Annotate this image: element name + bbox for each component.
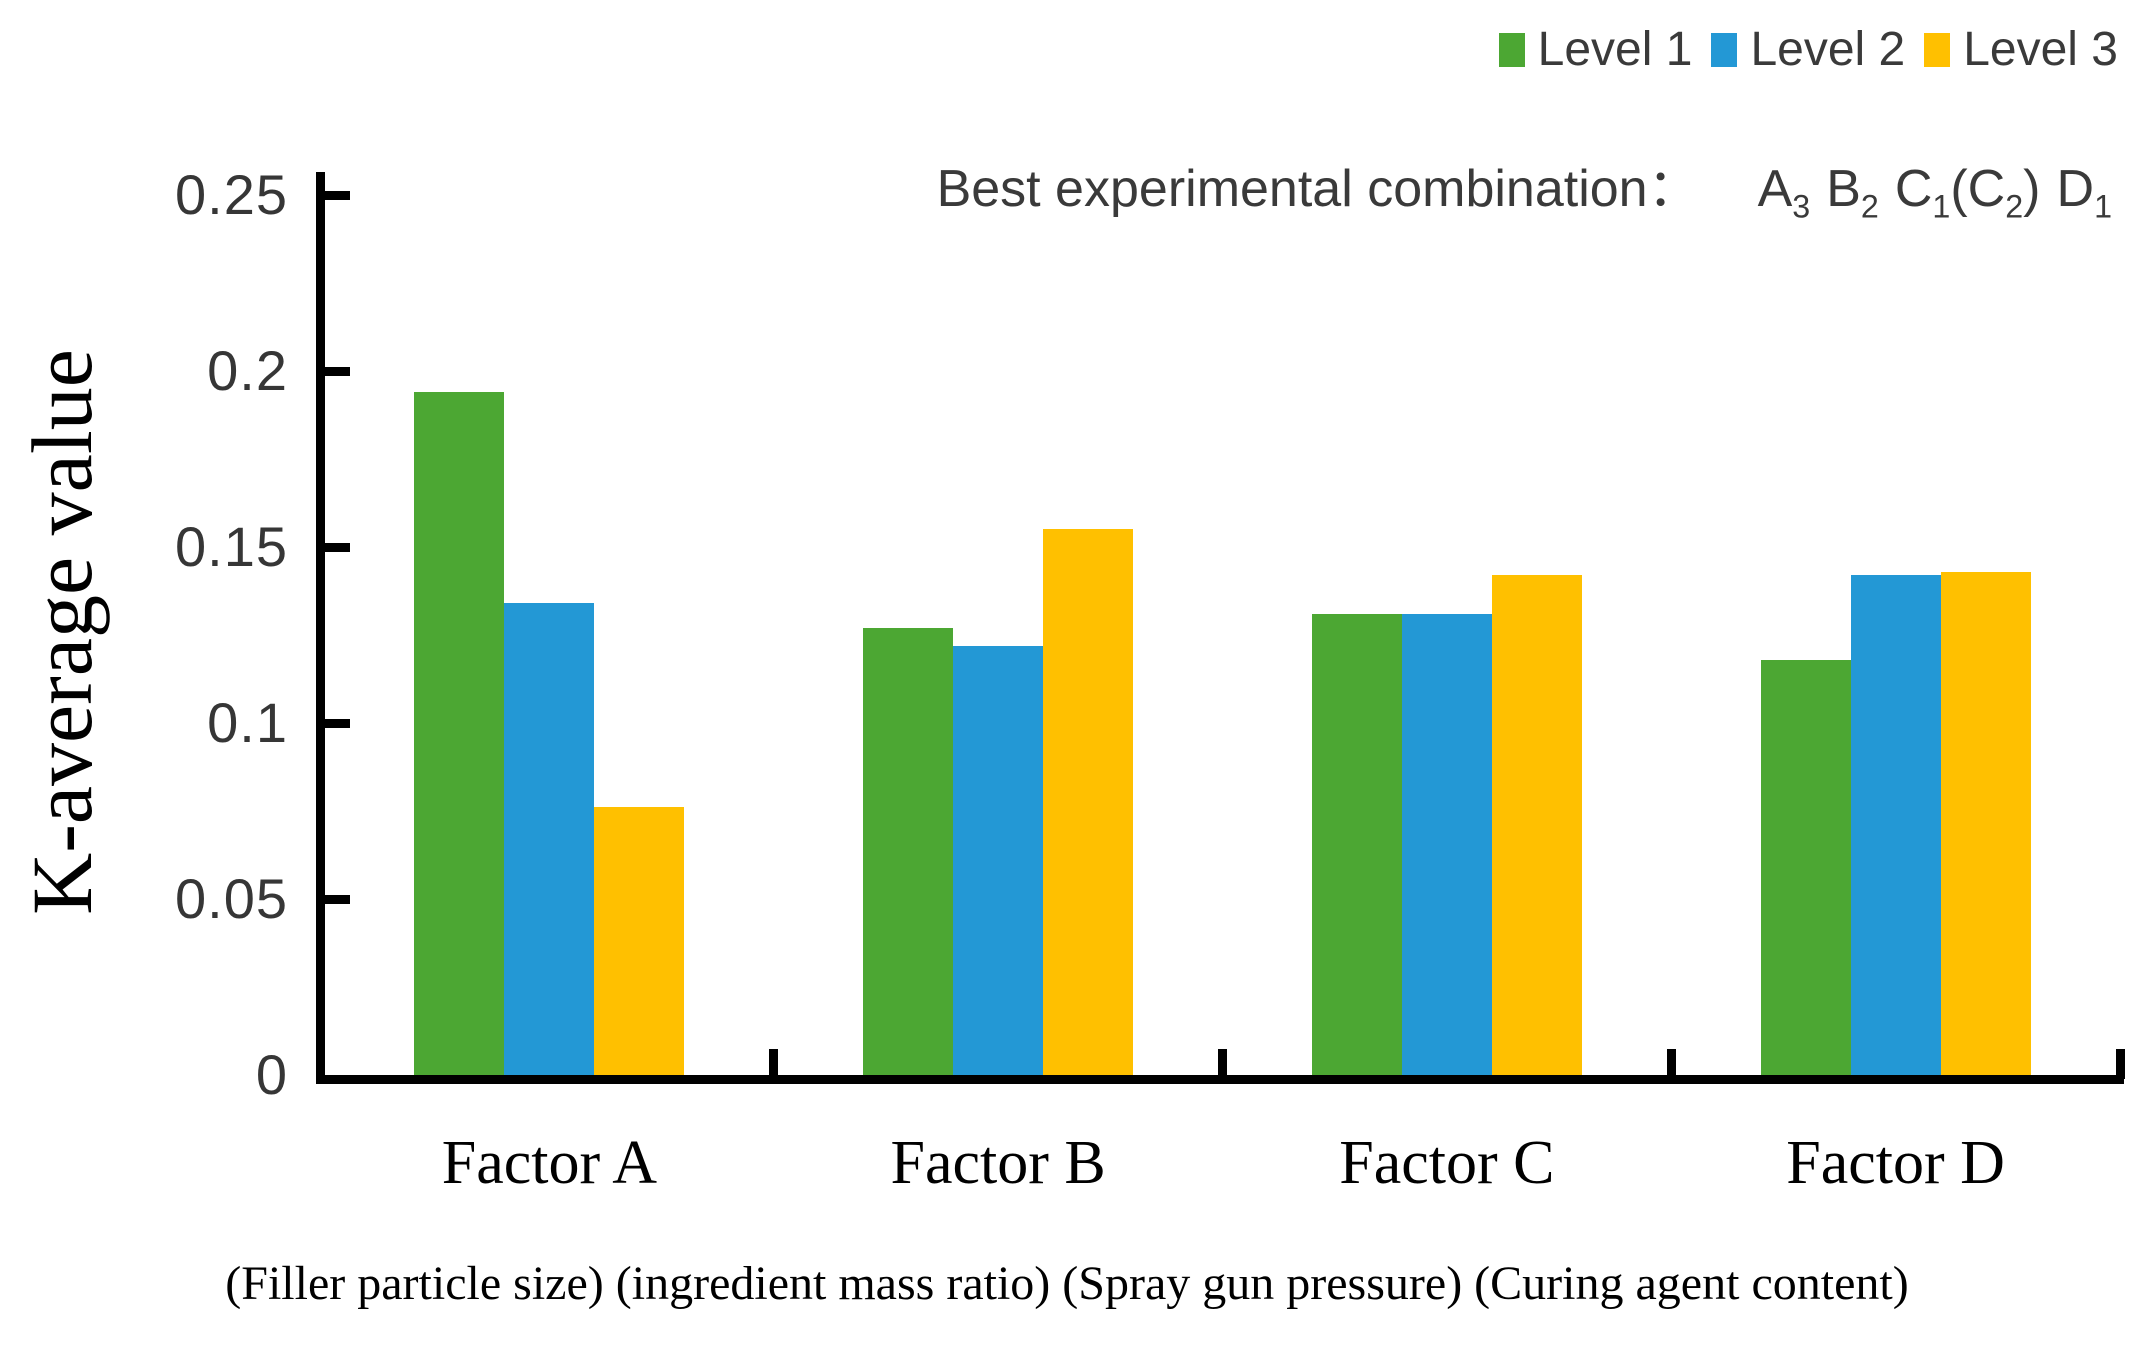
y-tick-mark-0.1 <box>316 718 350 728</box>
combo-token-c: C1 <box>1894 160 1951 225</box>
level-2-swatch-icon <box>1711 32 1738 67</box>
x-tick-mark <box>1218 1049 1227 1079</box>
bar-factor-c-level-2 <box>1401 613 1492 1075</box>
axis-caption: (Filler particle size) (ingredient mass … <box>225 1257 1909 1310</box>
y-tick-mark-0.05 <box>316 894 350 904</box>
plot-area <box>325 195 2120 1075</box>
x-axis-line <box>316 1075 2124 1084</box>
combo-token-d: D1 <box>2056 160 2113 225</box>
bar-factor-c-level-1 <box>1311 613 1402 1075</box>
legend: Level 1 Level 2 Level 3 <box>1498 22 2118 77</box>
best-combination-annotation: Best experimental combination： A3 B2 C1(C2)… <box>937 146 2112 225</box>
x-category-label-factor-b: Factor B <box>890 1129 1106 1197</box>
x-tick-mark <box>2115 1049 2125 1079</box>
combo-token-c2: (C2) <box>1950 160 2041 225</box>
y-tick-mark-0.15 <box>316 542 350 552</box>
x-tick-mark <box>1666 1049 1676 1079</box>
y-tick-label-0.25: 0.25 <box>175 163 288 226</box>
level-3-swatch-icon <box>1924 32 1951 67</box>
y-tick-mark-0.25 <box>316 190 350 200</box>
legend-label: Level 2 <box>1750 23 1906 76</box>
combo-token-b: B2 <box>1826 160 1879 225</box>
legend-item-level-1: Level 1 <box>1498 22 1693 77</box>
y-tick-label-0.1: 0.1 <box>207 691 288 754</box>
bar-factor-d-level-2 <box>1850 575 1941 1075</box>
y-axis-title: K-average value <box>14 349 110 915</box>
legend-label: Level 3 <box>1963 23 2118 76</box>
legend-item-level-2: Level 2 <box>1711 22 1905 77</box>
x-tick-mark <box>769 1049 779 1079</box>
combo-token-a: A3 <box>1757 160 1811 225</box>
legend-item-level-3: Level 3 <box>1924 22 2118 77</box>
y-tick-label-0.15: 0.15 <box>175 515 288 578</box>
x-category-label-factor-a: Factor A <box>441 1129 657 1197</box>
bar-factor-a-level-1 <box>414 392 505 1075</box>
bar-factor-b-level-2 <box>953 645 1044 1075</box>
y-tick-mark-0.2 <box>316 366 350 376</box>
legend-label: Level 1 <box>1537 23 1693 76</box>
x-category-label-factor-c: Factor C <box>1339 1129 1555 1197</box>
annotation-prefix: Best experimental combination： <box>936 160 1700 218</box>
bar-factor-d-level-1 <box>1760 659 1851 1075</box>
bar-factor-a-level-3 <box>594 807 685 1075</box>
level-1-swatch-icon <box>1498 32 1525 67</box>
bar-factor-a-level-2 <box>504 603 595 1075</box>
bar-factor-b-level-3 <box>1043 529 1134 1075</box>
y-tick-label-0.2: 0.2 <box>207 339 288 402</box>
bar-factor-d-level-3 <box>1940 571 2031 1075</box>
y-tick-label-0.05: 0.05 <box>175 867 288 930</box>
y-axis-line <box>316 172 325 1084</box>
x-category-label-factor-d: Factor D <box>1786 1129 2005 1197</box>
y-tick-label-0: 0 <box>255 1043 288 1106</box>
bar-factor-c-level-3 <box>1491 575 1582 1075</box>
bar-factor-b-level-1 <box>863 627 954 1075</box>
